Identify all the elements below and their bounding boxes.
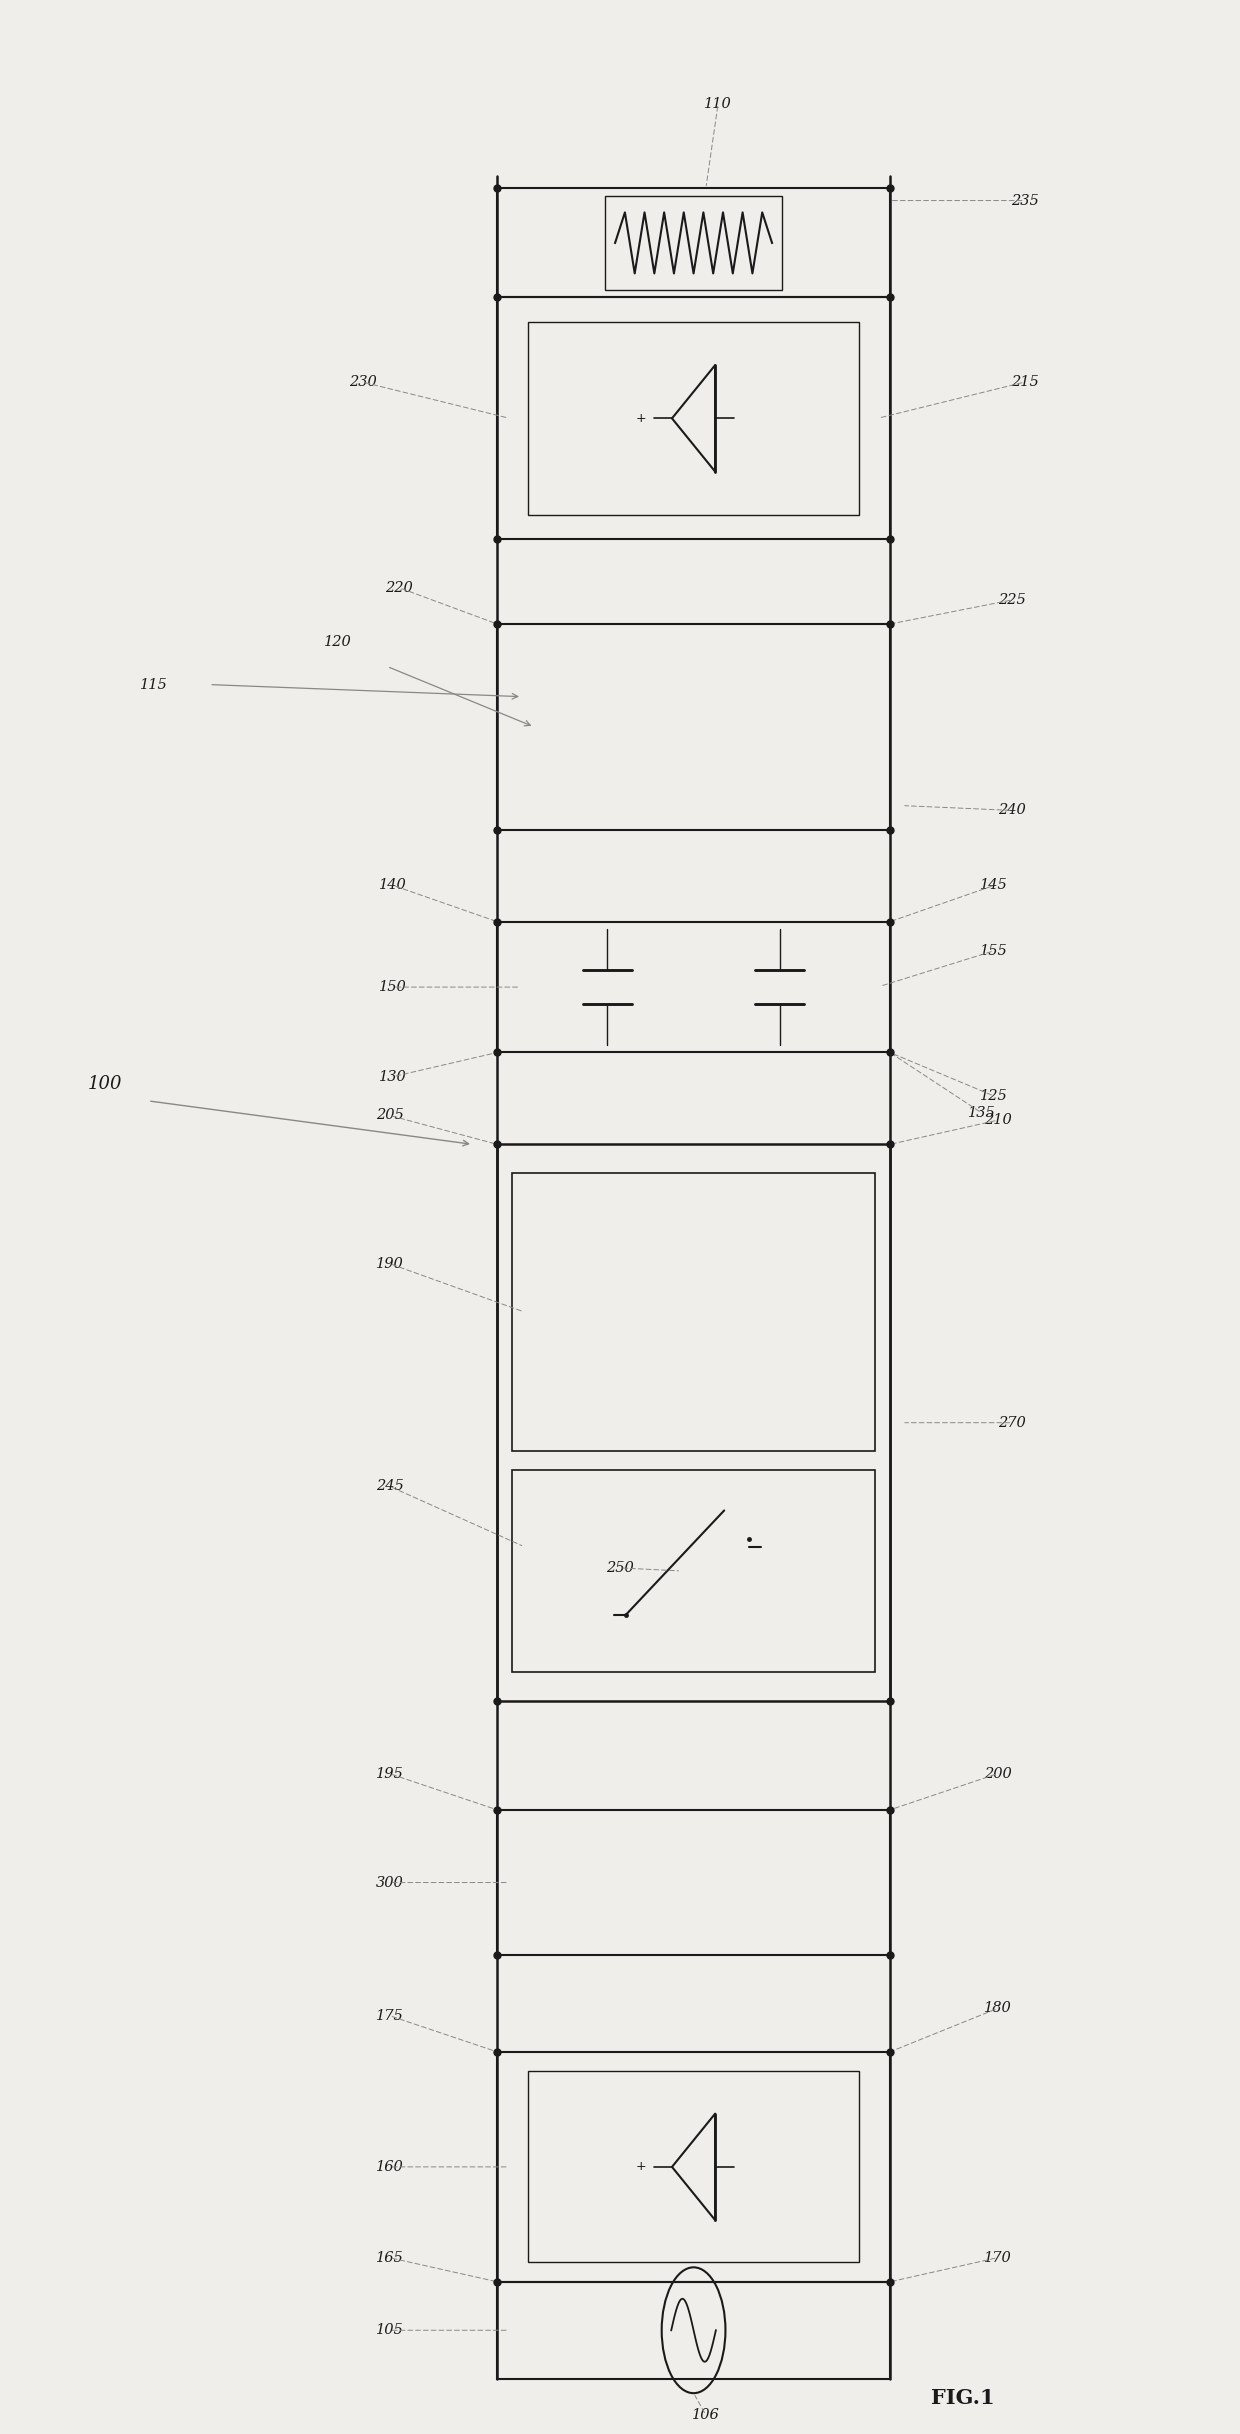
- Bar: [497, 2281, 890, 2378]
- Text: 215: 215: [1011, 375, 1038, 389]
- Text: +: +: [636, 411, 646, 426]
- Text: 130: 130: [379, 1069, 407, 1083]
- Text: 100: 100: [88, 1076, 123, 1093]
- Text: 220: 220: [386, 582, 413, 594]
- Text: 210: 210: [983, 1112, 1012, 1127]
- Text: 170: 170: [983, 2251, 1012, 2264]
- Text: 240: 240: [998, 803, 1027, 818]
- Text: 200: 200: [983, 1767, 1012, 1782]
- Text: 145: 145: [980, 879, 1008, 893]
- Text: 190: 190: [376, 1256, 403, 1271]
- Bar: [497, 297, 890, 540]
- Text: 105: 105: [376, 2322, 403, 2337]
- Text: 120: 120: [324, 635, 352, 650]
- Text: 110: 110: [704, 97, 732, 112]
- Text: +: +: [636, 2161, 646, 2174]
- Text: 175: 175: [376, 2008, 403, 2023]
- Text: 195: 195: [376, 1767, 403, 1782]
- Bar: [497, 1144, 890, 1701]
- Text: FIG.1: FIG.1: [931, 2388, 996, 2407]
- Text: 125: 125: [980, 1088, 1008, 1103]
- Text: 150: 150: [379, 981, 407, 993]
- Bar: [497, 2052, 890, 2281]
- Text: 180: 180: [983, 2001, 1012, 2015]
- Bar: [512, 1470, 875, 1672]
- Bar: [512, 1173, 875, 1451]
- Bar: [605, 195, 782, 290]
- Text: 270: 270: [998, 1417, 1027, 1429]
- Text: 160: 160: [376, 2159, 403, 2174]
- Text: 165: 165: [376, 2251, 403, 2264]
- Text: 155: 155: [980, 944, 1008, 959]
- Bar: [497, 623, 890, 830]
- Bar: [497, 1811, 890, 1955]
- Text: 245: 245: [376, 1480, 403, 1492]
- Text: 225: 225: [998, 594, 1027, 606]
- Text: 300: 300: [376, 1877, 403, 1889]
- Bar: [497, 922, 890, 1051]
- Text: 135: 135: [968, 1105, 996, 1120]
- Text: 115: 115: [140, 677, 167, 691]
- Text: 230: 230: [348, 375, 377, 389]
- Text: 140: 140: [379, 879, 407, 893]
- Text: 250: 250: [606, 1560, 634, 1575]
- Text: 205: 205: [376, 1107, 403, 1122]
- Text: 235: 235: [1011, 195, 1038, 207]
- Text: 106: 106: [692, 2407, 719, 2422]
- Bar: [528, 321, 859, 516]
- Bar: [497, 187, 890, 297]
- Bar: [528, 2071, 859, 2264]
